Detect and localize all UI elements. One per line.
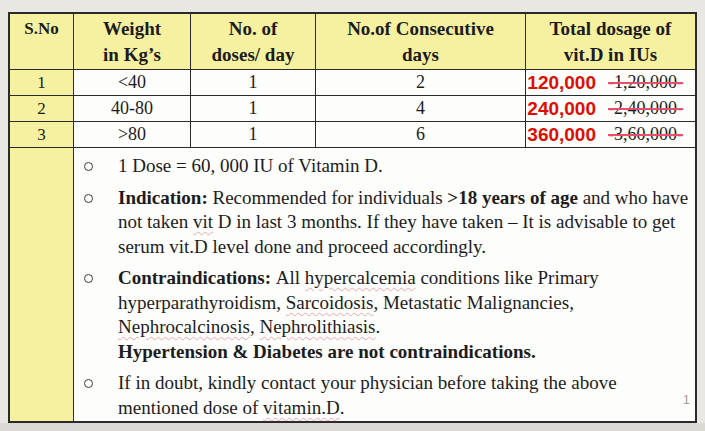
cell-doses-per-day: 1 bbox=[191, 70, 316, 96]
bullet-column bbox=[74, 186, 118, 260]
note-text: 1 Dose = 60, 000 IU of Vitamin D. bbox=[118, 154, 383, 179]
header-line: Weight bbox=[74, 16, 190, 42]
header-line: vit.D in IUs bbox=[526, 42, 695, 68]
header-weight: Weight in Kg’s bbox=[74, 14, 191, 70]
header-line: No. of bbox=[191, 16, 315, 42]
header-doses-per-day: No. of doses/ day bbox=[191, 14, 316, 70]
vitamin-d-dosage-sheet: S.No Weight in Kg’s No. of doses/ day No… bbox=[8, 12, 697, 423]
original-dosage: 1,20,000 bbox=[614, 72, 677, 92]
bullet-column bbox=[74, 371, 118, 420]
table-row: 2 40-80 1 4 240,000 -2,40,000- bbox=[10, 96, 695, 122]
note-text: If in doubt, kindly contact your physici… bbox=[118, 371, 617, 420]
note-item: 1 Dose = 60, 000 IU of Vitamin D. bbox=[74, 154, 691, 179]
header-line: No.of Consecutive bbox=[316, 16, 525, 42]
cell-sno: 1 bbox=[10, 70, 74, 96]
note-item: Indication: Recommended for individuals … bbox=[74, 186, 691, 260]
corrected-dosage-annotation: 240,000 bbox=[527, 98, 596, 120]
cell-doses-per-day: 1 bbox=[191, 96, 316, 122]
cell-sno: 2 bbox=[10, 96, 74, 122]
header-line: days bbox=[316, 42, 525, 68]
struck-original-dosage: -2,40,000- bbox=[608, 98, 683, 119]
circle-bullet-icon bbox=[84, 162, 93, 171]
struck-original-dosage: -3,60,000- bbox=[608, 124, 683, 145]
table-row: 3 >80 1 6 360,000 -3,60,000- bbox=[10, 122, 695, 148]
cell-total-dosage: 360,000 -3,60,000- bbox=[526, 122, 695, 148]
cell-weight: <40 bbox=[74, 70, 191, 96]
cell-consecutive-days: 4 bbox=[316, 96, 526, 122]
header-sno: S.No bbox=[10, 14, 74, 70]
cell-consecutive-days: 6 bbox=[316, 122, 526, 148]
page-number: 1 bbox=[683, 393, 690, 407]
corrected-dosage-annotation: 360,000 bbox=[527, 124, 596, 146]
original-dosage: 3,60,000 bbox=[614, 124, 677, 144]
note-text: Contraindications: All hypercalcemia con… bbox=[118, 266, 599, 364]
original-dosage: 2,40,000 bbox=[614, 98, 677, 118]
strike-dash: - bbox=[677, 98, 683, 118]
struck-original-dosage: -1,20,000- bbox=[608, 72, 683, 93]
table-row: 1 <40 1 2 120,000 -1,20,000- bbox=[10, 70, 695, 96]
circle-bullet-icon bbox=[84, 379, 93, 388]
header-line: S.No bbox=[10, 16, 73, 42]
header-consecutive-days: No.of Consecutive days bbox=[316, 14, 526, 70]
note-text: Indication: Recommended for individuals … bbox=[118, 186, 688, 260]
cell-weight: >80 bbox=[74, 122, 191, 148]
header-line: Total dosage of bbox=[526, 16, 695, 42]
cell-consecutive-days: 2 bbox=[316, 70, 526, 96]
slide-frame: S.No Weight in Kg’s No. of doses/ day No… bbox=[0, 0, 705, 431]
note-item: If in doubt, kindly contact your physici… bbox=[74, 371, 691, 420]
notes-section: 1 Dose = 60, 000 IU of Vitamin D. Indica… bbox=[10, 148, 695, 421]
cell-total-dosage: 120,000 -1,20,000- bbox=[526, 70, 695, 96]
header-total-dosage: Total dosage of vit.D in IUs bbox=[526, 14, 695, 70]
header-line: doses/ day bbox=[191, 42, 315, 68]
note-item: Contraindications: All hypercalcemia con… bbox=[74, 266, 691, 364]
corrected-dosage-annotation: 120,000 bbox=[527, 72, 596, 94]
table-body: 1 <40 1 2 120,000 -1,20,000- 2 40-80 1 4… bbox=[10, 70, 695, 148]
notes-content: 1 Dose = 60, 000 IU of Vitamin D. Indica… bbox=[74, 148, 695, 421]
table-header-row: S.No Weight in Kg’s No. of doses/ day No… bbox=[10, 14, 695, 70]
circle-bullet-icon bbox=[84, 274, 93, 283]
strike-dash: - bbox=[677, 124, 683, 144]
strike-dash: - bbox=[677, 72, 683, 92]
circle-bullet-icon bbox=[84, 194, 93, 203]
cell-total-dosage: 240,000 -2,40,000- bbox=[526, 96, 695, 122]
yellow-side-column bbox=[10, 148, 74, 421]
cell-weight: 40-80 bbox=[74, 96, 191, 122]
header-line: in Kg’s bbox=[74, 42, 190, 68]
cell-doses-per-day: 1 bbox=[191, 122, 316, 148]
bullet-column bbox=[74, 154, 118, 179]
bullet-column bbox=[74, 266, 118, 364]
cell-sno: 3 bbox=[10, 122, 74, 148]
letterbox-strip bbox=[0, 423, 705, 431]
